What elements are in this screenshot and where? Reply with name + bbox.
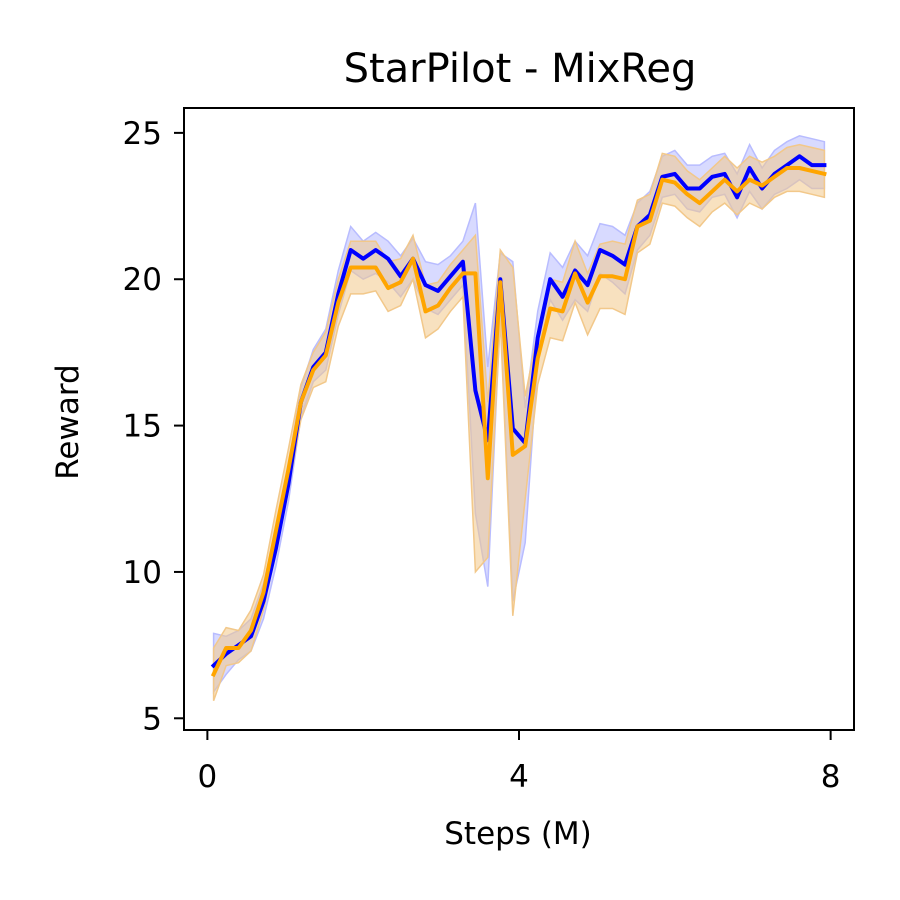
y-tick-label: 10 [123, 555, 162, 591]
y-tick-label: 15 [123, 409, 162, 445]
x-axis: 0 4 8 [198, 730, 841, 795]
y-axis-label: Reward [50, 364, 86, 479]
y-tick-label: 5 [142, 701, 162, 737]
series-2-line [210, 166, 827, 678]
x-tick-label: 4 [509, 759, 529, 795]
y-tick-label: 20 [123, 262, 162, 298]
series-2-band [212, 143, 826, 701]
chart-title: StarPilot - MixReg [344, 46, 697, 92]
y-tick-label: 25 [123, 116, 162, 152]
confidence-bands [212, 135, 826, 701]
x-tick-label: 0 [198, 759, 218, 795]
x-tick-label: 8 [821, 759, 841, 795]
series-lines [210, 154, 827, 678]
x-axis-label: Steps (M) [444, 816, 592, 852]
y-axis: 5 10 15 20 25 [123, 116, 184, 737]
